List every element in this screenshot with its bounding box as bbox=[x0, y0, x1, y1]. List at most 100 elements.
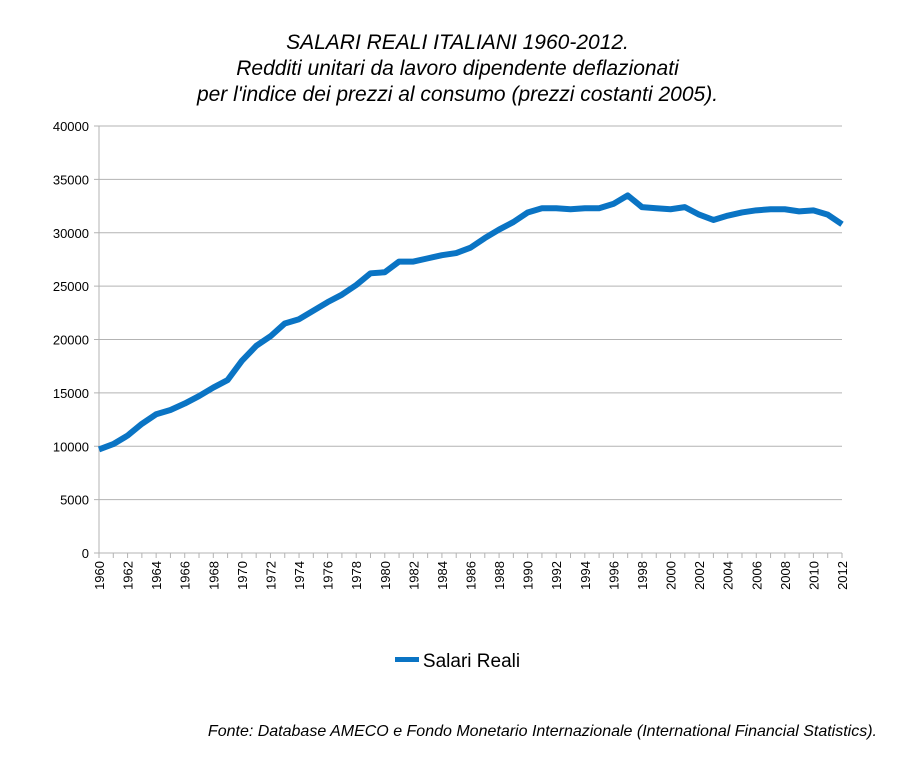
data-point-1983 bbox=[427, 258, 428, 259]
ytick-label-30000: 30000 bbox=[53, 226, 89, 241]
data-point-1970 bbox=[241, 360, 242, 361]
data-point-1966 bbox=[184, 403, 185, 404]
data-point-2008 bbox=[784, 209, 785, 210]
data-point-2000 bbox=[670, 209, 671, 210]
data-point-1961 bbox=[113, 444, 114, 445]
data-point-1987 bbox=[484, 238, 485, 239]
data-point-2006 bbox=[756, 210, 757, 211]
axes bbox=[94, 125, 843, 558]
xtick-label-1990: 1990 bbox=[521, 561, 536, 590]
data-point-1997 bbox=[627, 195, 628, 196]
chart-title-line-3: per l'indice dei prezzi al consumo (prez… bbox=[196, 83, 719, 106]
data-point-1967 bbox=[199, 396, 200, 397]
xtick-label-1966: 1966 bbox=[178, 561, 193, 590]
data-point-1963 bbox=[141, 423, 142, 424]
xtick-label-1974: 1974 bbox=[292, 561, 307, 590]
x-tick-labels: 1960 1962 1964 1966 1968 1970 1972 1974 1976 1978… bbox=[92, 561, 850, 590]
y-tick-labels: 0 5000 10000 15000 20000 25000 30000 35000 40000 bbox=[53, 119, 89, 561]
data-point-1960 bbox=[99, 449, 100, 450]
data-point-1995 bbox=[599, 208, 600, 209]
data-point-1976 bbox=[327, 302, 328, 303]
xtick-label-1978: 1978 bbox=[349, 561, 364, 590]
chart-title-line-1: SALARI REALI ITALIANI 1960-2012. bbox=[286, 31, 629, 54]
xtick-label-1994: 1994 bbox=[578, 561, 593, 590]
data-point-1971 bbox=[256, 345, 257, 346]
legend-label: Salari Reali bbox=[422, 651, 521, 672]
ytick-label-25000: 25000 bbox=[53, 279, 89, 294]
data-point-1981 bbox=[399, 261, 400, 262]
data-point-1965 bbox=[170, 409, 171, 410]
data-point-1999 bbox=[656, 208, 657, 209]
xtick-label-1976: 1976 bbox=[321, 561, 336, 590]
data-point-1980 bbox=[384, 272, 385, 273]
ytick-label-20000: 20000 bbox=[53, 333, 89, 348]
data-point-1985 bbox=[456, 253, 457, 254]
xtick-label-1962: 1962 bbox=[121, 561, 136, 590]
legend: Salari Reali bbox=[0, 651, 915, 673]
data-point-1992 bbox=[556, 208, 557, 209]
ytick-label-40000: 40000 bbox=[53, 119, 89, 134]
xtick-label-1984: 1984 bbox=[435, 561, 450, 590]
chart-title: SALARI REALI ITALIANI 1960-2012. Redditi… bbox=[0, 30, 915, 108]
data-point-2009 bbox=[799, 211, 800, 212]
xtick-label-1972: 1972 bbox=[263, 561, 278, 590]
data-point-2002 bbox=[699, 214, 700, 215]
chart-title-line-2: Redditi unitari da lavoro dipendente def… bbox=[236, 57, 679, 80]
grid-lines bbox=[99, 125, 842, 501]
xtick-label-2008: 2008 bbox=[778, 561, 793, 590]
data-point-1962 bbox=[127, 435, 128, 436]
series-line-salari-reali bbox=[97, 192, 844, 453]
data-point-1978 bbox=[356, 285, 357, 286]
data-point-1977 bbox=[341, 294, 342, 295]
data-point-1982 bbox=[413, 261, 414, 262]
xtick-label-2006: 2006 bbox=[749, 561, 764, 590]
ytick-label-10000: 10000 bbox=[53, 439, 89, 454]
data-point-1974 bbox=[299, 319, 300, 320]
data-point-1991 bbox=[541, 208, 542, 209]
data-point-2007 bbox=[770, 209, 771, 210]
xtick-label-1988: 1988 bbox=[492, 561, 507, 590]
data-point-2011 bbox=[827, 214, 828, 215]
source-note: Fonte: Database AMECO e Fondo Monetario … bbox=[207, 723, 877, 740]
data-point-2005 bbox=[741, 212, 742, 213]
ytick-label-5000: 5000 bbox=[60, 493, 89, 508]
data-point-1993 bbox=[570, 209, 571, 210]
xtick-label-1992: 1992 bbox=[549, 561, 564, 590]
xtick-label-2010: 2010 bbox=[806, 561, 821, 590]
xtick-label-1964: 1964 bbox=[149, 561, 164, 590]
xtick-label-2000: 2000 bbox=[664, 561, 679, 590]
xtick-label-1998: 1998 bbox=[635, 561, 650, 590]
xtick-label-1996: 1996 bbox=[606, 561, 621, 590]
data-point-2003 bbox=[713, 219, 714, 220]
ytick-label-15000: 15000 bbox=[53, 386, 89, 401]
data-point-2012 bbox=[842, 224, 843, 225]
series-layer bbox=[97, 192, 844, 453]
xtick-label-1986: 1986 bbox=[464, 561, 479, 590]
data-point-1979 bbox=[370, 273, 371, 274]
data-point-1964 bbox=[156, 414, 157, 415]
xtick-label-1980: 1980 bbox=[378, 561, 393, 590]
data-point-1990 bbox=[527, 212, 528, 213]
data-point-2001 bbox=[684, 207, 685, 208]
xtick-label-2004: 2004 bbox=[721, 561, 736, 590]
legend-swatch-salari-reali bbox=[394, 657, 419, 663]
data-point-1989 bbox=[513, 222, 514, 223]
data-point-1988 bbox=[499, 229, 500, 230]
data-point-1972 bbox=[270, 336, 271, 337]
xtick-label-1960: 1960 bbox=[92, 561, 107, 590]
data-point-1996 bbox=[613, 203, 614, 204]
xtick-label-2012: 2012 bbox=[835, 561, 850, 590]
data-point-1968 bbox=[213, 387, 214, 388]
xtick-label-1982: 1982 bbox=[406, 561, 421, 590]
data-point-1986 bbox=[470, 247, 471, 248]
data-point-1969 bbox=[227, 380, 228, 381]
ytick-label-35000: 35000 bbox=[53, 172, 89, 187]
data-point-1998 bbox=[641, 207, 642, 208]
xtick-label-1970: 1970 bbox=[235, 561, 250, 590]
ytick-label-0: 0 bbox=[82, 546, 89, 561]
data-point-1984 bbox=[441, 255, 442, 256]
data-point-1975 bbox=[313, 310, 314, 311]
data-point-1973 bbox=[284, 323, 285, 324]
data-point-2010 bbox=[813, 210, 814, 211]
data-point-2004 bbox=[727, 215, 728, 216]
